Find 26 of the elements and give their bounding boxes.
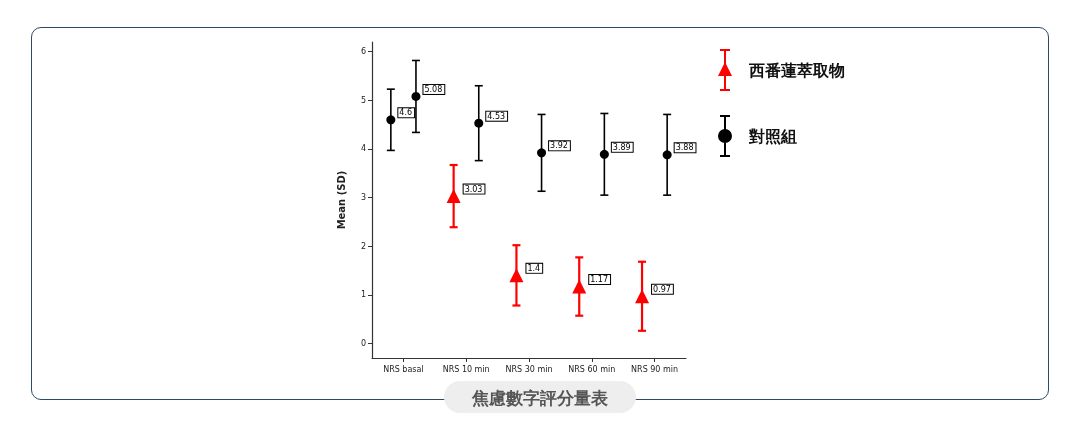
y-axis-title: Mean (SD) xyxy=(335,170,347,230)
data-label: 3.88 xyxy=(675,143,694,153)
data-label: 3.92 xyxy=(550,141,568,151)
y-tick-label: 4 xyxy=(360,144,366,154)
y-tick-label: 3 xyxy=(360,193,366,203)
data-label: 4.53 xyxy=(487,111,506,121)
data-label: 0.97 xyxy=(653,284,671,294)
x-tick-label: NRS 60 min xyxy=(568,364,616,374)
x-tick-label: NRS 90 min xyxy=(631,364,679,374)
x-tick-label: NRS 10 min xyxy=(442,364,490,374)
data-label: 3.03 xyxy=(464,184,483,194)
legend-label: 西番蓮萃取物 xyxy=(748,60,845,80)
y-tick-label: 1 xyxy=(360,290,366,300)
legend-label: 對照組 xyxy=(748,126,797,146)
y-tick-label: 5 xyxy=(360,95,366,105)
data-label: 1.4 xyxy=(527,263,541,273)
y-tick-label: 6 xyxy=(360,47,366,57)
text: 焦慮數字評分量表 xyxy=(471,387,609,408)
x-tick-label: NRS 30 min xyxy=(505,364,553,374)
x-tick-label: NRS basal xyxy=(383,364,424,374)
data-label: 1.17 xyxy=(590,275,609,285)
data-label: 3.89 xyxy=(612,142,631,152)
data-label: 5.08 xyxy=(424,84,443,94)
y-tick-label: 2 xyxy=(360,241,366,251)
data-label: 4.6 xyxy=(399,108,413,118)
y-tick-label: 0 xyxy=(360,338,366,348)
